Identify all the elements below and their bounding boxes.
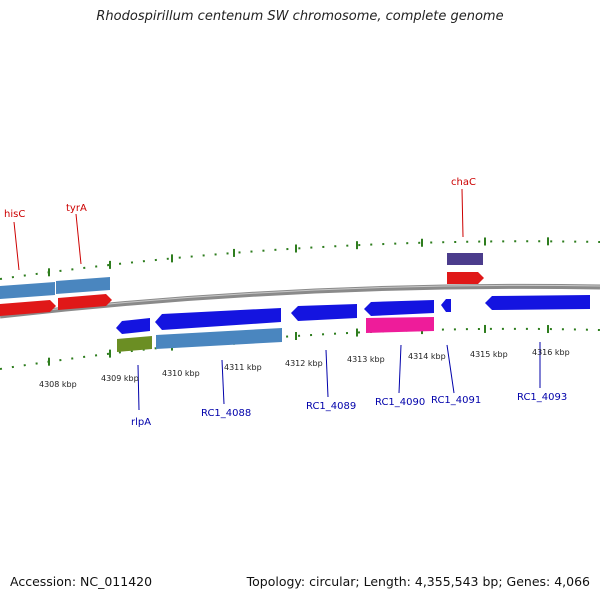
upper-tick-track	[0, 240, 600, 280]
gene-RC1_4089-feature[interactable]	[291, 304, 357, 321]
tick-label: 4314 kbp	[408, 352, 446, 361]
gene-RC1_4088-inner-feature[interactable]	[156, 328, 282, 349]
gene-rlpA-inner-feature[interactable]	[117, 336, 152, 352]
gene-label-RC1_4090[interactable]: RC1_4090	[375, 397, 425, 408]
gene-label-rlpA[interactable]: rlpA	[131, 417, 151, 428]
upper-tick-dots	[0, 240, 600, 280]
tick-label: 4308 kbp	[39, 380, 77, 389]
gene-tyrA-feature[interactable]	[56, 277, 110, 294]
gene-RC1_4090-feature[interactable]	[364, 300, 434, 316]
gene-RC1_4091-feature[interactable]	[441, 299, 451, 312]
upper-gene-labels: hisC tyrA chaC	[4, 177, 476, 220]
gene-label-RC1_4093[interactable]: RC1_4093	[517, 392, 567, 403]
gene-hisC-inner-feature[interactable]	[0, 300, 56, 316]
tick-labels: 4308 kbp 4309 kbp 4310 kbp 4311 kbp 4312…	[39, 348, 570, 389]
lower-gene-labels: rlpA RC1_4088 RC1_4089 RC1_4090 RC1_4091…	[131, 392, 567, 428]
gene-label-RC1_4089[interactable]: RC1_4089	[306, 401, 356, 412]
gene-rlpA-feature[interactable]	[116, 318, 150, 334]
label-leaders	[13, 188, 541, 411]
gene-RC1_4093-feature[interactable]	[485, 295, 590, 310]
tick-label: 4309 kbp	[101, 374, 139, 383]
tick-label: 4313 kbp	[347, 355, 385, 364]
gene-chaC-outer-feature[interactable]	[447, 253, 483, 265]
genome-title: Rhodospirillum centenum SW chromosome, c…	[96, 9, 504, 24]
tick-label: 4310 kbp	[162, 369, 200, 378]
gene-hisC-feature[interactable]	[0, 282, 55, 299]
tick-label: 4311 kbp	[224, 363, 262, 372]
gene-label-tyrA[interactable]: tyrA	[66, 203, 87, 214]
tick-label: 4316 kbp	[532, 348, 570, 357]
gene-label-RC1_4088[interactable]: RC1_4088	[201, 408, 251, 419]
lower-tick-track	[0, 327, 600, 370]
tick-label: 4315 kbp	[470, 350, 508, 359]
gene-chaC-inner-feature[interactable]	[447, 272, 484, 284]
gene-label-RC1_4091[interactable]: RC1_4091	[431, 395, 481, 406]
tick-label: 4312 kbp	[285, 359, 323, 368]
gene-label-chaC[interactable]: chaC	[451, 177, 476, 188]
lower-tick-dots	[0, 327, 600, 370]
gene-RC1_4088-feature[interactable]	[155, 308, 281, 330]
gene-tyrA-inner-feature[interactable]	[58, 294, 112, 310]
gene-label-hisC[interactable]: hisC	[4, 209, 25, 220]
genome-summary-text: Topology: circular; Length: 4,355,543 bp…	[246, 574, 590, 589]
gene-RC1_4090-inner-feature[interactable]	[366, 317, 434, 333]
accession-text: Accession: NC_011420	[10, 574, 153, 589]
